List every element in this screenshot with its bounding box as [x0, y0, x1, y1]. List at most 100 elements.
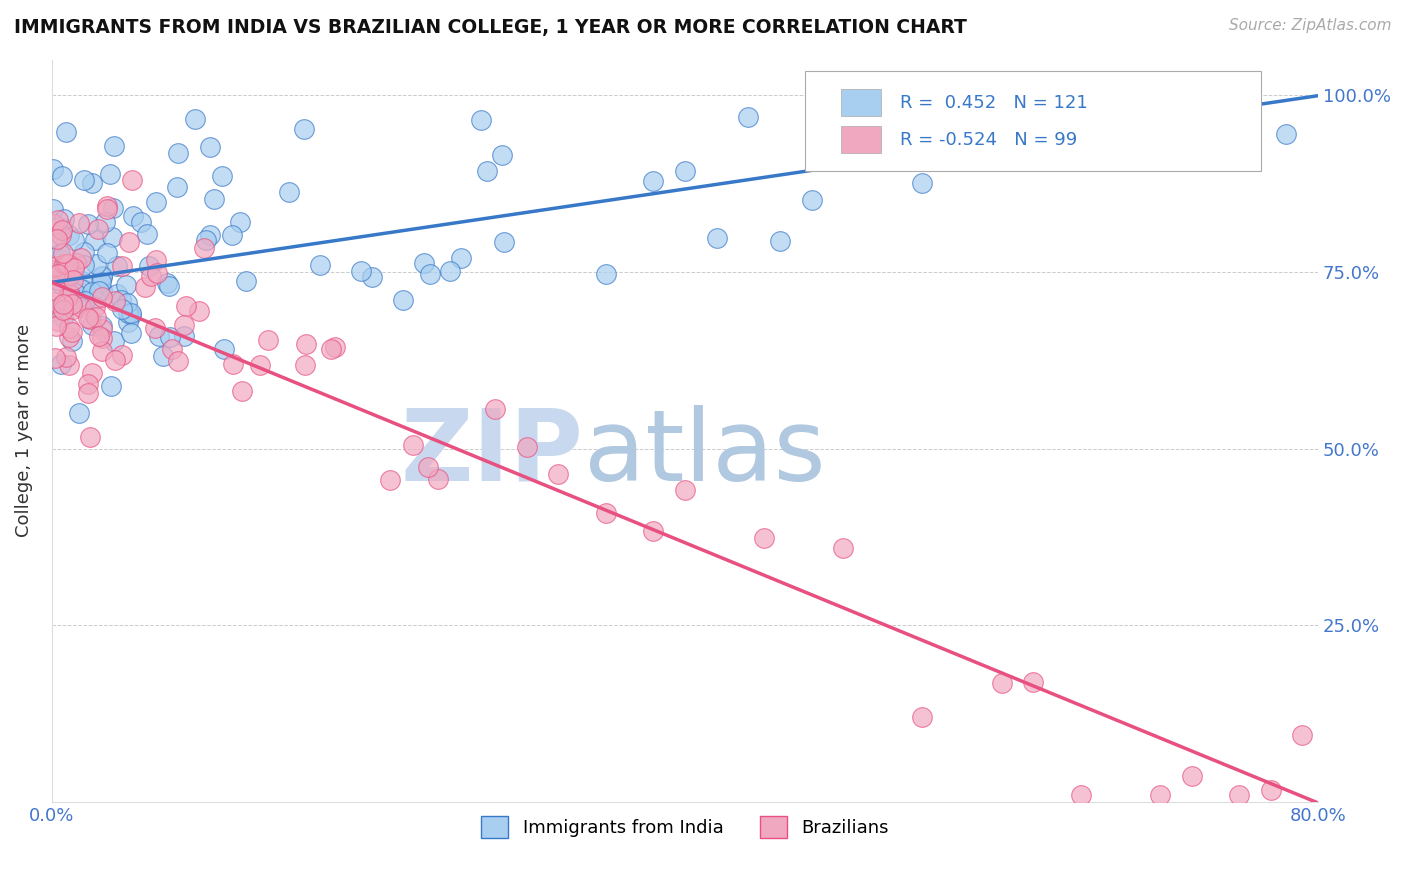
Point [643, 174, 665, 188]
Point [52, 212, 75, 227]
Point [595, 506, 617, 520]
Point [49, 277, 72, 291]
Point [48, 314, 70, 328]
Point [91, 283, 114, 297]
Point [350, 264, 373, 278]
Point [187, 304, 209, 318]
Point [706, 231, 728, 245]
Point [145, 194, 167, 209]
Bar [841, 89, 882, 116]
Point [53, 257, 76, 271]
Point [58, 321, 80, 335]
Point [77, 311, 100, 326]
Point [392, 293, 415, 308]
Point [91, 322, 114, 336]
Point [427, 472, 450, 486]
Point [58, 330, 80, 344]
Point [101, 201, 124, 215]
Point [42, 283, 65, 297]
Point [294, 358, 316, 372]
FancyBboxPatch shape [806, 70, 1261, 171]
Point [131, 215, 153, 229]
Point [45, 232, 67, 246]
Point [49, 227, 72, 242]
Point [60, 296, 83, 310]
Point [45, 319, 67, 334]
Point [378, 473, 401, 487]
Point [103, 138, 125, 153]
Point [321, 342, 343, 356]
Point [1070, 118, 1092, 132]
Point [89, 284, 111, 298]
Point [49, 247, 72, 261]
Point [235, 274, 257, 288]
Text: atlas: atlas [583, 405, 825, 501]
Point [1227, 788, 1250, 802]
Point [52, 246, 75, 260]
Text: Source: ZipAtlas.com: Source: ZipAtlas.com [1229, 18, 1392, 33]
Point [44, 217, 66, 231]
Point [100, 378, 122, 392]
Point [80, 285, 103, 300]
Point [59, 268, 82, 283]
Point [46, 267, 69, 281]
Point [96, 202, 118, 217]
Point [91, 290, 114, 304]
Point [159, 330, 181, 344]
Point [1149, 788, 1171, 802]
Point [221, 227, 243, 242]
Point [60, 325, 83, 339]
Point [863, 114, 886, 128]
Point [491, 148, 513, 162]
Point [62, 273, 84, 287]
Point [70, 282, 93, 296]
Point [82, 366, 104, 380]
Point [105, 260, 128, 274]
Point [103, 334, 125, 348]
Point [48, 265, 70, 279]
Point [193, 241, 215, 255]
Point [46, 300, 69, 314]
Point [413, 256, 436, 270]
Point [212, 342, 235, 356]
Point [419, 267, 441, 281]
Point [79, 430, 101, 444]
Point [83, 233, 105, 247]
Point [104, 294, 127, 309]
Point [990, 143, 1012, 157]
Point [73, 294, 96, 309]
Point [323, 340, 346, 354]
Point [58, 358, 80, 372]
Point [63, 233, 86, 247]
Point [51, 223, 73, 237]
Point [100, 230, 122, 244]
Point [90, 275, 112, 289]
Point [58, 227, 80, 242]
Point [547, 467, 569, 481]
Point [110, 293, 132, 307]
Point [51, 169, 73, 183]
Point [475, 164, 498, 178]
Point [166, 145, 188, 160]
Text: IMMIGRANTS FROM INDIA VS BRAZILIAN COLLEGE, 1 YEAR OR MORE CORRELATION CHART: IMMIGRANTS FROM INDIA VS BRAZILIAN COLLE… [14, 18, 967, 37]
Point [79, 312, 101, 326]
Point [86, 257, 108, 271]
Point [673, 164, 696, 178]
Point [91, 319, 114, 334]
Point [145, 266, 167, 280]
Point [105, 286, 128, 301]
Point [70, 274, 93, 288]
Point [911, 710, 934, 724]
Point [56, 292, 79, 306]
Point [76, 290, 98, 304]
Point [42, 202, 65, 216]
Point [120, 309, 142, 323]
Point [832, 153, 855, 167]
Point [52, 297, 75, 311]
Point [176, 299, 198, 313]
Point [44, 294, 66, 309]
Point [62, 302, 84, 317]
Point [516, 440, 538, 454]
Point [65, 255, 87, 269]
Point [77, 376, 100, 391]
